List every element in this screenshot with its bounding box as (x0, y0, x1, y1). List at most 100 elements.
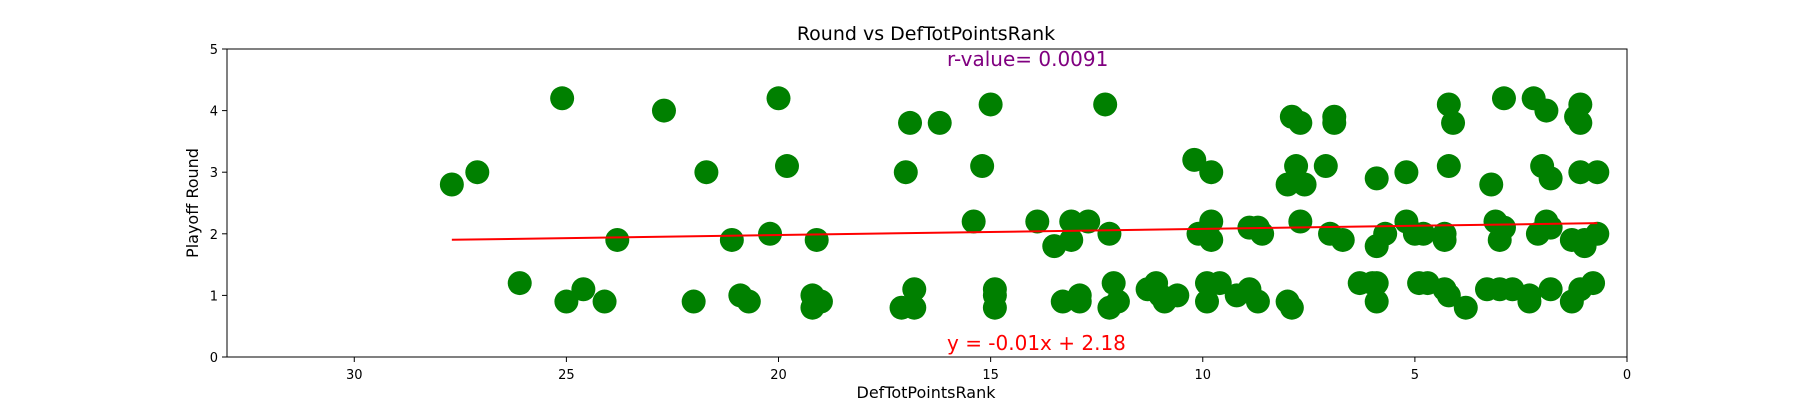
data-point (1538, 166, 1563, 191)
data-point (970, 154, 995, 179)
x-tick-label: 15 (982, 368, 999, 383)
fit-layer (451, 222, 1598, 241)
data-point (961, 209, 986, 234)
data-point (1322, 110, 1347, 135)
data-point (1453, 295, 1478, 320)
data-point (775, 154, 799, 179)
data-point (1491, 215, 1516, 240)
x-tick-label: 0 (1623, 368, 1631, 383)
data-point (1067, 289, 1092, 314)
equation-annotation: y = -0.01x + 2.18 (947, 331, 1126, 355)
data-point (1182, 147, 1207, 172)
data-point (605, 227, 630, 252)
y-tick-label: 3 (210, 166, 218, 181)
x-tick-label: 25 (558, 368, 575, 383)
data-point (1364, 289, 1389, 314)
regression-line (451, 222, 1598, 241)
data-point (1585, 221, 1610, 246)
data-point (592, 289, 617, 314)
x-tick-label: 20 (770, 368, 787, 383)
points-layer (439, 86, 1610, 320)
data-point (1105, 289, 1130, 314)
data-point (1568, 92, 1593, 117)
data-point (681, 289, 706, 314)
data-point (1538, 277, 1563, 302)
data-point (571, 277, 596, 302)
y-axis-label: Playoff Round (183, 148, 202, 258)
data-point (1199, 227, 1224, 252)
data-point (719, 227, 744, 252)
data-point (1538, 215, 1563, 240)
data-point (1059, 209, 1084, 234)
data-point (1245, 289, 1270, 314)
data-point (1432, 227, 1457, 252)
data-point (694, 160, 719, 185)
data-point (465, 160, 490, 185)
y-tick-label: 0 (210, 351, 218, 366)
data-point (978, 92, 1003, 117)
plot-frame (226, 48, 1628, 358)
data-point (1250, 221, 1275, 246)
data-point (1284, 154, 1309, 179)
data-point (1288, 209, 1313, 234)
y-tick-label: 4 (210, 105, 218, 120)
data-point (554, 289, 579, 314)
data-point (550, 86, 575, 111)
data-point (1581, 271, 1606, 296)
data-point (1330, 227, 1355, 252)
data-point (1199, 160, 1224, 185)
data-point (1394, 160, 1419, 185)
data-point (651, 98, 676, 123)
data-point (1093, 92, 1118, 117)
data-point (1195, 289, 1219, 314)
x-tick-label: 30 (346, 368, 363, 383)
data-point (1517, 289, 1542, 314)
x-tick-label: 5 (1411, 368, 1419, 383)
data-point (1025, 209, 1050, 234)
data-point (1207, 271, 1232, 296)
y-tick-label: 5 (210, 43, 218, 58)
data-point (1436, 283, 1461, 308)
data-point (1568, 160, 1593, 185)
data-point (808, 289, 833, 314)
data-point (804, 227, 829, 252)
data-point (1313, 154, 1338, 179)
x-tick-label: 10 (1194, 368, 1211, 383)
data-point (1101, 271, 1126, 296)
data-point (736, 289, 761, 314)
data-point (1585, 160, 1610, 185)
chart-title: Round vs DefTotPointsRank (797, 23, 1055, 45)
data-point (1059, 227, 1084, 252)
data-point (1288, 110, 1313, 135)
data-point (1441, 110, 1466, 135)
data-point (1479, 172, 1504, 197)
data-point (927, 110, 952, 135)
data-point (507, 271, 532, 296)
data-point (982, 283, 1007, 308)
data-point (1411, 221, 1436, 246)
data-point (1275, 172, 1300, 197)
y-axis-ticks: 0 1 2 3 4 5 (210, 43, 227, 366)
data-point (1534, 98, 1559, 123)
data-point (1373, 221, 1398, 246)
data-point (439, 172, 464, 197)
data-point (1436, 92, 1461, 117)
data-point (1292, 172, 1317, 197)
data-point (1199, 209, 1224, 234)
data-point (893, 160, 918, 185)
data-point (1165, 283, 1190, 308)
data-point (758, 221, 783, 246)
data-point (902, 295, 927, 320)
data-point (1076, 209, 1101, 234)
y-tick-label: 1 (210, 289, 218, 304)
x-axis-label: DefTotPointsRank (857, 383, 997, 400)
data-point (902, 277, 927, 302)
data-point (1568, 110, 1593, 135)
data-point (898, 110, 923, 135)
data-point (1097, 221, 1122, 246)
data-point (1436, 154, 1461, 179)
data-point (1279, 295, 1304, 320)
data-point (766, 86, 791, 111)
data-point (1491, 86, 1516, 111)
